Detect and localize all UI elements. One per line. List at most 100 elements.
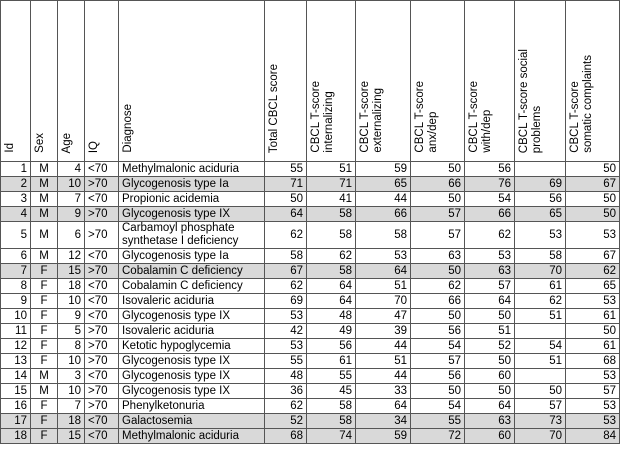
header-label: CBCL T-score anx/dep [414,81,440,153]
table-cell: 52 [264,413,307,429]
table-cell: 53 [464,248,515,264]
table-row: 4 M 9 >70 Glycogenosis type IX 64 58 66 57 66 65 50 [0,206,620,222]
table-cell: 33 [355,383,411,399]
table-cell: Ketotic hypoglycemia [118,338,265,354]
table-cell: 14 [0,368,31,384]
table-body: 1 M 4 <70 Methylmalonic aciduria 55 51 59 50 56 50… [0,161,620,444]
table-cell: 36 [264,383,307,399]
table-cell: Galactosemia [118,413,265,429]
table-cell: 65 [565,278,620,294]
table-cell: <70 [84,278,119,294]
table-cell: M [30,176,58,192]
table-cell: 69 [514,176,566,192]
table-cell: 12 [57,248,85,264]
table-cell: 47 [355,308,411,324]
table-cell: 58 [264,248,307,264]
table-cell: 56 [410,323,465,339]
table-cell: 53 [264,338,307,354]
table-cell [514,323,566,339]
header-cell: Sex [30,0,58,162]
header-cell: Id [0,0,31,162]
table-cell: 13 [0,353,31,369]
header-label: Diagnose [122,104,135,153]
table-cell: Isovaleric aciduria [118,323,265,339]
table-cell: 68 [565,353,620,369]
table-cell: 44 [355,191,411,207]
header-line: CBCL T-score [414,81,426,153]
header-line: anx/dep [427,112,439,153]
table-cell: 53 [514,221,566,249]
table-cell: >70 [84,398,119,414]
table-cell: 59 [355,161,411,177]
table-cell: 18 [57,413,85,429]
table-cell: 10 [57,383,85,399]
table-cell: 51 [355,278,411,294]
table-cell: 58 [306,221,356,249]
header-line: Id [4,143,16,153]
table-cell: 55 [410,413,465,429]
table-cell: 62 [264,221,307,249]
table-cell: 5 [57,323,85,339]
table-cell: 44 [355,338,411,354]
table-cell: 51 [464,323,515,339]
table-cell: 51 [355,353,411,369]
header-cell: CBCL T-score with/dep [464,0,515,162]
header-label: CBCL T-score with/dep [468,81,494,153]
table-cell: 58 [306,398,356,414]
table-cell: 11 [0,323,31,339]
table-cell: >70 [84,323,119,339]
table-cell: 16 [0,398,31,414]
table-row: 7 F 15 >70 Cobalamin C deficiency 67 58 64 50 63 7… [0,263,620,279]
table-cell: 58 [306,413,356,429]
table-cell: 56 [464,161,515,177]
table-cell: 57 [514,398,566,414]
table-cell: 67 [565,176,620,192]
table-cell: 64 [464,398,515,414]
table-cell: 4 [57,161,85,177]
table-cell: M [30,191,58,207]
table-cell: 63 [464,263,515,279]
table-cell: 56 [306,338,356,354]
table-cell: 73 [514,413,566,429]
table-cell: 44 [355,368,411,384]
table-cell: >70 [84,176,119,192]
table-cell: 9 [0,293,31,309]
header-cell: IQ [84,0,119,162]
table-cell: >70 [84,221,119,249]
table-cell: 50 [410,383,465,399]
table-cell: 62 [464,221,515,249]
table-cell: 50 [410,263,465,279]
table-cell: 48 [306,308,356,324]
table-cell: <70 [84,161,119,177]
table-cell: 61 [514,278,566,294]
table-row: 2 M 10 >70 Glycogenosis type Ia 71 71 65 66 76 69 6… [0,176,620,192]
table-cell: 45 [306,383,356,399]
table-cell: Phenylketonuria [118,398,265,414]
table-cell: 10 [57,293,85,309]
table-cell: 62 [514,293,566,309]
table-cell: Glycogenosis type IX [118,368,265,384]
header-label: Sex [34,133,47,153]
table-cell: 50 [464,383,515,399]
table-cell: 64 [355,398,411,414]
table-cell: 51 [514,308,566,324]
table-cell: 66 [355,206,411,222]
table-cell: F [30,323,58,339]
table-cell: 8 [0,278,31,294]
table-cell: 7 [0,263,31,279]
table-cell: 53 [565,398,620,414]
table-cell: 50 [464,308,515,324]
table-row: 5 M 6 >70 Carbamoyl phosphate synthetase I d… [0,221,620,249]
table-cell: 84 [565,428,620,444]
table-cell: <70 [84,308,119,324]
table-cell: <70 [84,368,119,384]
header-line: Sex [34,133,46,153]
table-row: 1 M 4 <70 Methylmalonic aciduria 55 51 59 50 56 50 [0,161,620,177]
table-cell [514,368,566,384]
table-cell: M [30,368,58,384]
table-cell: 70 [355,293,411,309]
table-cell: M [30,206,58,222]
table-cell: 50 [264,191,307,207]
table-row: 8 F 18 <70 Cobalamin C deficiency 62 64 51 62 57 6… [0,278,620,294]
